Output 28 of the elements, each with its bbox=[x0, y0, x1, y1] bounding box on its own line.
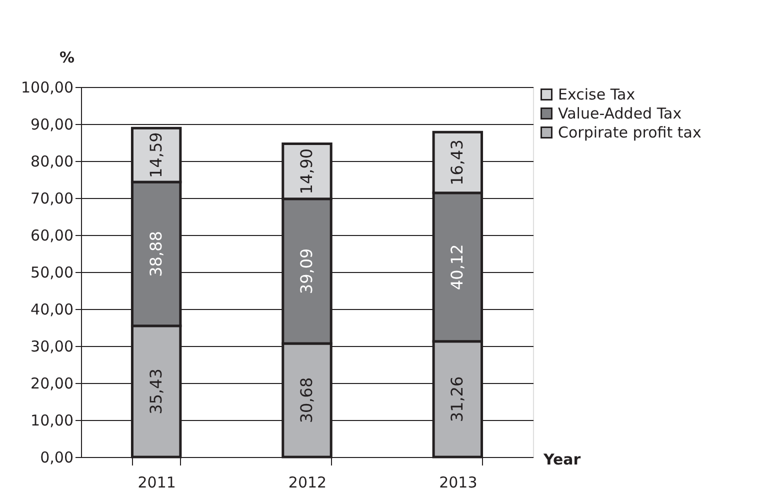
data-label: 35,43 bbox=[146, 368, 166, 414]
legend-label: Corpirate profit tax bbox=[558, 124, 702, 142]
data-label: 38,88 bbox=[146, 231, 166, 277]
y-tick-label: 100,00 bbox=[21, 78, 74, 96]
y-tick-label: 0,00 bbox=[40, 448, 74, 466]
y-tick-label: 80,00 bbox=[30, 152, 74, 170]
y-axis-title: % bbox=[60, 48, 75, 66]
x-tick-label: 2013 bbox=[439, 474, 478, 492]
y-tick-label: 10,00 bbox=[30, 412, 74, 430]
legend-label: Value-Added Tax bbox=[558, 104, 682, 122]
y-tick-label: 30,00 bbox=[30, 338, 74, 356]
x-tick-label: 2011 bbox=[138, 474, 176, 492]
x-tick-label: 2012 bbox=[288, 474, 327, 492]
data-label: 16,43 bbox=[448, 140, 467, 186]
x-axis-title: Year bbox=[542, 450, 582, 468]
data-label: 40,12 bbox=[448, 244, 467, 290]
y-tick-label: 70,00 bbox=[30, 190, 74, 208]
y-tick-label: 60,00 bbox=[30, 226, 74, 244]
data-label: 31,26 bbox=[448, 376, 467, 422]
data-label: 30,68 bbox=[297, 377, 316, 424]
y-tick-label: 20,00 bbox=[30, 374, 74, 392]
y-tick-label: 90,00 bbox=[30, 116, 74, 134]
y-tick-label: 40,00 bbox=[30, 300, 74, 318]
legend-label: Excise Tax bbox=[558, 86, 636, 104]
y-tick-label: 50,00 bbox=[30, 264, 74, 282]
data-label: 39,09 bbox=[297, 248, 316, 294]
data-label: 14,59 bbox=[146, 132, 166, 178]
data-label: 14,90 bbox=[297, 148, 316, 194]
